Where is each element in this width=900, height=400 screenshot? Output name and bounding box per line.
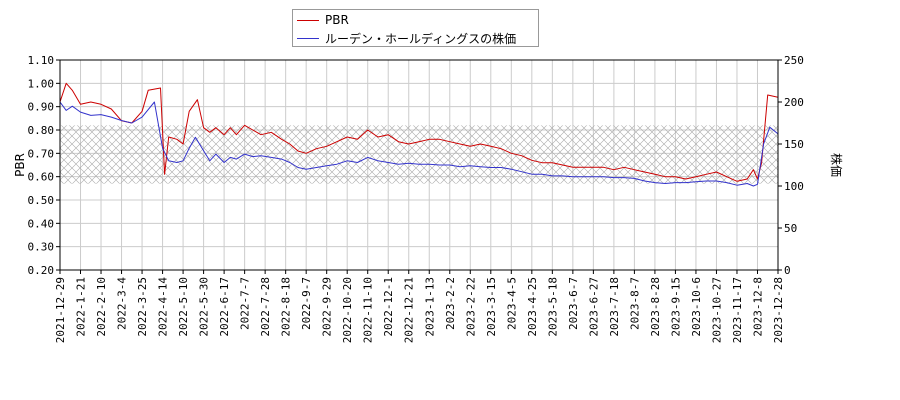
legend-swatch-pbr (297, 19, 319, 21)
x-tick-label: 2023-6-7 (567, 277, 580, 330)
y-left-tick-label: 0.70 (28, 147, 55, 160)
x-tick-label: 2022-1-21 (75, 277, 88, 337)
y-left-tick-label: 0.50 (28, 194, 55, 207)
x-tick-label: 2023-4-5 (505, 277, 518, 330)
x-tick-label: 2023-2-2 (444, 277, 457, 330)
x-tick-label: 2023-9-15 (669, 277, 682, 337)
x-tick-label: 2022-5-10 (177, 277, 190, 337)
y-left-tick-label: 0.80 (28, 124, 55, 137)
x-tick-label: 2022-11-10 (362, 277, 375, 343)
x-tick-label: 2022-7-28 (259, 277, 272, 337)
y-left-tick-label: 0.90 (28, 101, 55, 114)
y-left-tick-label: 1.10 (28, 54, 55, 67)
y-right-tick-label: 0 (784, 264, 791, 277)
x-tick-label: 2023-10-27 (710, 277, 723, 343)
x-tick-label: 2022-3-25 (136, 277, 149, 337)
x-tick-label: 2023-10-6 (690, 277, 703, 337)
x-tick-label: 2023-7-18 (608, 277, 621, 337)
x-tick-label: 2023-3-15 (485, 277, 498, 337)
x-tick-label: 2023-1-13 (423, 277, 436, 337)
x-tick-label: 2022-6-17 (218, 277, 231, 337)
y-right-tick-label: 50 (784, 222, 797, 235)
hatched-band (60, 125, 778, 184)
x-tick-label: 2022-12-1 (382, 277, 395, 337)
x-tick-label: 2023-12-28 (772, 277, 785, 343)
series-line-stock-price (60, 101, 778, 187)
x-tick-label: 2022-2-10 (95, 277, 108, 337)
y-left-tick-label: 0.40 (28, 217, 55, 230)
x-tick-label: 2022-8-18 (280, 277, 293, 337)
y-right-tick-label: 100 (784, 180, 804, 193)
y-right-tick-label: 200 (784, 96, 804, 109)
x-tick-label: 2021-12-29 (54, 277, 67, 343)
tick-labels: 2021-12-29 2022-1-21 2022-2-10 2022-3-4 2022… (28, 54, 804, 343)
series-line-pbr (60, 82, 778, 182)
y-right-tick-label: 250 (784, 54, 804, 67)
x-tick-label: 2022-3-4 (116, 277, 129, 330)
x-tick-label: 2022-9-29 (321, 277, 334, 337)
x-tick-label: 2022-9-7 (300, 277, 313, 330)
legend-label-pbr: PBR (325, 13, 349, 27)
x-tick-label: 2022-7-7 (239, 277, 252, 330)
x-tick-label: 2023-8-28 (649, 277, 662, 337)
x-tick-label: 2022-12-21 (403, 277, 416, 343)
y-left-tick-label: 0.60 (28, 171, 55, 184)
x-tick-label: 2022-10-20 (341, 277, 354, 343)
series-layer (60, 82, 778, 187)
x-tick-label: 2023-5-18 (546, 277, 559, 337)
y-left-tick-label: 0.30 (28, 241, 55, 254)
legend-item-pbr: PBR (297, 12, 349, 28)
x-tick-label: 2023-2-22 (464, 277, 477, 337)
x-tick-label: 2023-6-27 (587, 277, 600, 337)
left-axis-title: PBR (13, 153, 27, 177)
x-tick-label: 2022-5-30 (198, 277, 211, 337)
y-left-tick-label: 1.00 (28, 77, 55, 90)
tick-marks (56, 59, 782, 274)
legend: PBR ルーデン・ホールディングスの株価 (292, 9, 539, 47)
y-right-tick-label: 150 (784, 138, 804, 151)
right-axis-title: 株価 (829, 153, 844, 177)
x-tick-label: 2023-12-8 (751, 277, 764, 337)
x-tick-label: 2022-4-14 (157, 277, 170, 337)
y-left-tick-label: 0.20 (28, 264, 55, 277)
plot-frame (59, 59, 779, 271)
x-tick-label: 2023-8-7 (628, 277, 641, 330)
x-tick-label: 2023-11-17 (731, 277, 744, 343)
legend-swatch-stock-price (297, 37, 319, 39)
legend-item-stock-price: ルーデン・ホールディングスの株価 (297, 30, 516, 46)
legend-label-stock-price: ルーデン・ホールディングスの株価 (325, 31, 517, 46)
x-tick-label: 2023-4-25 (526, 277, 539, 337)
